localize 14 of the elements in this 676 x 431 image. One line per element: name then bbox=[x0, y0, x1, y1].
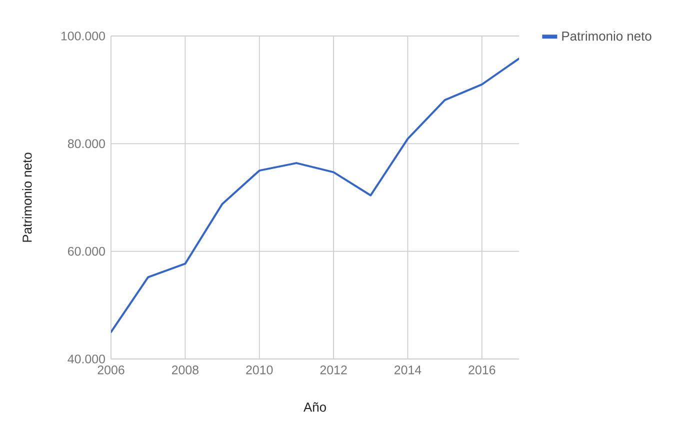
x-axis-title: Año bbox=[304, 402, 326, 412]
y-tick-label: 100.000 bbox=[61, 32, 105, 40]
x-tick-label: 2016 bbox=[468, 366, 496, 374]
line-series bbox=[111, 58, 520, 334]
legend-label: Patrimonio neto bbox=[562, 31, 652, 41]
x-tick-label: 2014 bbox=[394, 366, 422, 374]
y-tick-label: 60.000 bbox=[68, 246, 105, 256]
x-tick-label: 2008 bbox=[172, 366, 198, 374]
x-tick-label: 2012 bbox=[320, 366, 347, 374]
y-tick-label: 80.000 bbox=[68, 139, 105, 148]
x-tick-label: 2006 bbox=[98, 366, 124, 374]
y-tick-label: 40.000 bbox=[68, 354, 105, 364]
y-axis-title: Patrimonio neto bbox=[22, 152, 32, 242]
x-tick-label: 2010 bbox=[246, 366, 273, 374]
